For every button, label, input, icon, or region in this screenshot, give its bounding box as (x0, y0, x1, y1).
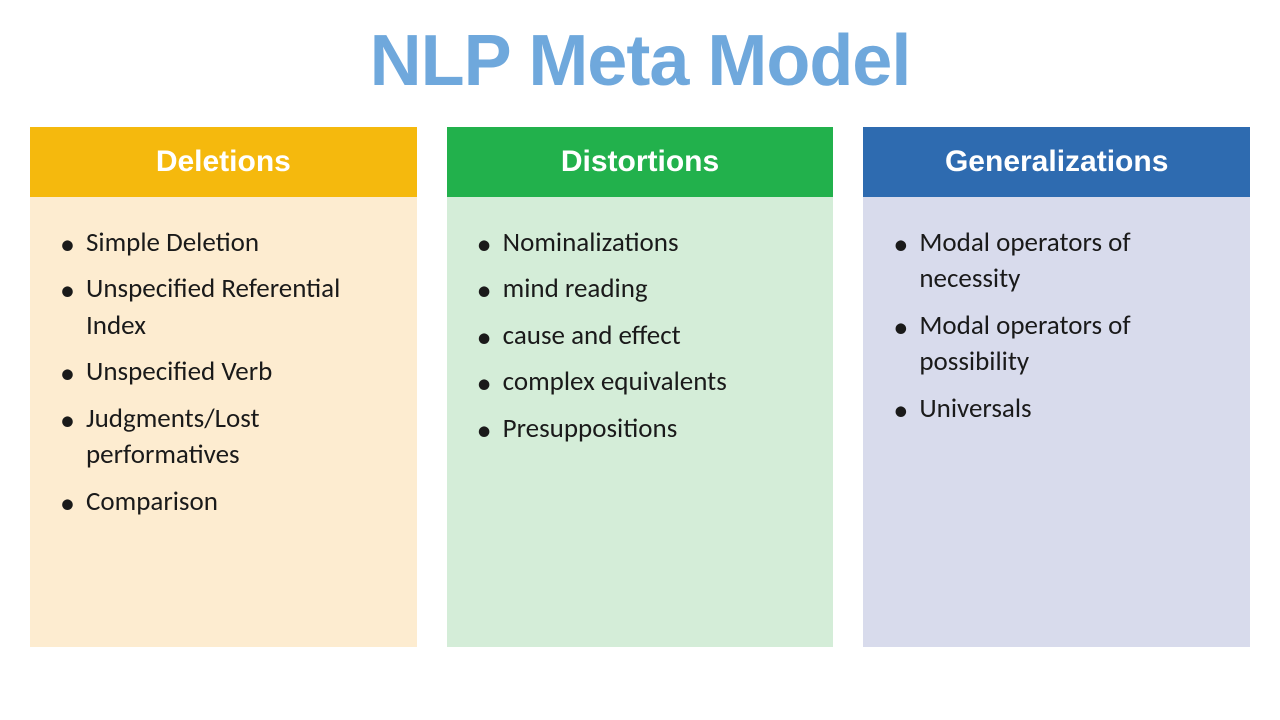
list-deletions: Simple Deletion Unspecified Referential … (60, 225, 387, 520)
list-distortions: Nominalizations mind reading cause and e… (477, 225, 804, 447)
list-item: Universals (893, 391, 1220, 427)
column-deletions: Deletions Simple Deletion Unspecified Re… (30, 127, 417, 647)
list-item: Presuppositions (477, 411, 804, 447)
list-item: Judgments/Lost performatives (60, 401, 387, 474)
list-item: cause and effect (477, 318, 804, 354)
list-item: Simple Deletion (60, 225, 387, 261)
list-generalizations: Modal operators of necessity Modal opera… (893, 225, 1220, 427)
column-body-distortions: Nominalizations mind reading cause and e… (447, 197, 834, 647)
column-header-distortions: Distortions (447, 127, 834, 197)
column-header-deletions: Deletions (30, 127, 417, 197)
list-item: Modal operators of necessity (893, 225, 1220, 298)
list-item: mind reading (477, 271, 804, 307)
column-header-generalizations: Generalizations (863, 127, 1250, 197)
column-distortions: Distortions Nominalizations mind reading… (447, 127, 834, 647)
column-body-deletions: Simple Deletion Unspecified Referential … (30, 197, 417, 647)
infographic-container: NLP Meta Model Deletions Simple Deletion… (0, 0, 1280, 720)
list-item: Unspecified Verb (60, 354, 387, 390)
list-item: complex equivalents (477, 364, 804, 400)
list-item: Comparison (60, 484, 387, 520)
column-generalizations: Generalizations Modal operators of neces… (863, 127, 1250, 647)
list-item: Unspecified Referential Index (60, 271, 387, 344)
list-item: Modal operators of possibility (893, 308, 1220, 381)
columns-row: Deletions Simple Deletion Unspecified Re… (30, 127, 1250, 647)
list-item: Nominalizations (477, 225, 804, 261)
column-body-generalizations: Modal operators of necessity Modal opera… (863, 197, 1250, 647)
page-title: NLP Meta Model (370, 20, 911, 102)
